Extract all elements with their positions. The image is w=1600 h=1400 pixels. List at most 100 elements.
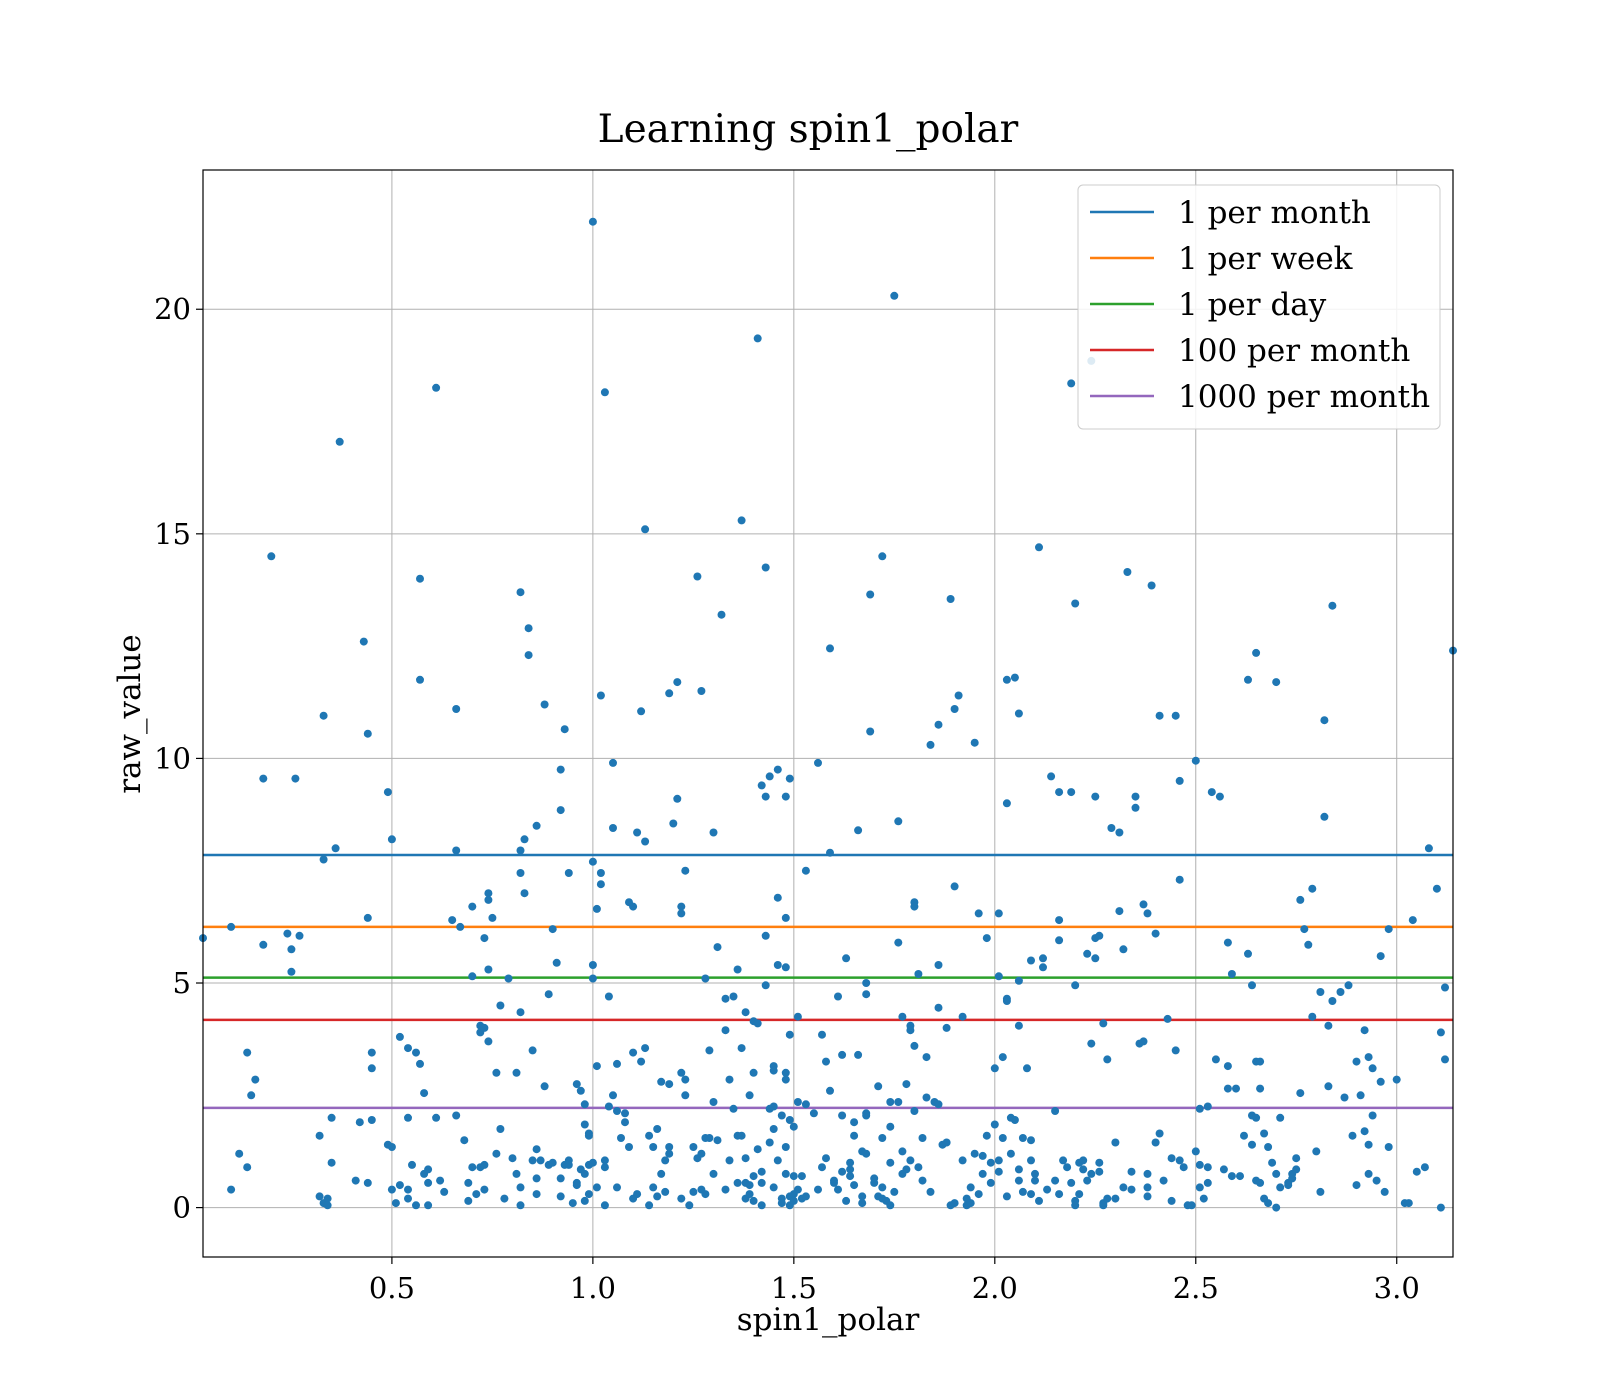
data-point [878,1183,887,1192]
data-point [472,1190,481,1199]
data-point [383,788,392,797]
data-point [243,1163,252,1172]
data-point [1171,711,1180,720]
data-point [697,687,706,695]
data-point [480,1185,489,1194]
data-point [998,1053,1007,1062]
data-point [1368,1064,1377,1073]
data-point [532,821,541,830]
data-point [822,1057,830,1066]
data-point [492,1068,501,1077]
data-point [588,857,597,866]
data-point [319,711,328,720]
data-point [1195,1183,1204,1192]
data-point [484,889,493,898]
data-point [950,1199,959,1208]
data-point [1364,1053,1373,1062]
data-point [1348,1131,1357,1140]
data-point [404,1194,412,1203]
data-point [1441,983,1449,992]
data-point [412,1048,420,1057]
data-point [1292,1165,1301,1174]
data-point [456,922,465,931]
data-point [942,1023,951,1032]
data-point [1441,1055,1449,1064]
data-point [287,945,296,954]
data-point [520,889,529,898]
y-tick-label: 5 [173,966,191,1000]
data-point [906,1156,915,1165]
data-point [826,848,834,857]
data-point [1272,1169,1281,1178]
data-point [335,437,344,446]
data-point [1320,716,1329,725]
data-point [894,938,903,947]
data-point [757,781,766,790]
data-point [838,1167,847,1176]
data-point [480,1160,489,1169]
data-point [910,1107,919,1115]
data-point [387,835,396,844]
data-point [1372,1176,1381,1185]
data-point [757,1178,766,1187]
data-point [1014,1176,1023,1185]
data-point [1312,1147,1321,1156]
data-point [926,740,935,749]
data-point [496,1001,505,1010]
data-point [1392,1075,1401,1084]
data-point [793,1185,802,1194]
data-point [1067,379,1076,388]
data-point [1051,1107,1060,1115]
data-point [1131,792,1140,801]
data-point [1376,1077,1385,1086]
data-point [1240,1131,1248,1140]
data-point [1175,1156,1184,1165]
data-point [1320,812,1329,821]
data-point [251,1075,260,1084]
data-point [1091,954,1100,963]
data-point [464,1196,473,1205]
data-point [749,1068,758,1077]
data-point [588,217,597,226]
data-point [1199,1194,1208,1203]
data-point [548,925,557,934]
data-point [1087,1169,1096,1178]
data-point [862,1149,871,1158]
data-point [528,1046,537,1055]
data-point [452,846,461,855]
data-point [548,1158,557,1167]
data-point [295,931,304,940]
data-point [958,1012,967,1021]
data-point [536,1156,545,1165]
data-point [528,1156,537,1165]
data-point [914,970,923,978]
data-point [576,1086,585,1095]
data-point [315,1192,324,1201]
data-point [1143,1183,1152,1192]
data-point [416,574,424,583]
data-point [1095,931,1104,940]
data-point [801,1192,810,1201]
data-point [488,913,497,922]
data-point [1248,1140,1256,1149]
data-point [890,1187,899,1196]
data-point [1123,568,1132,576]
data-point [1027,1190,1035,1199]
data-point [1002,799,1011,808]
data-point [1296,895,1305,904]
data-point [826,1086,834,1095]
data-point [319,855,328,864]
data-point [846,1165,855,1174]
data-point [609,824,617,832]
data-point [637,707,646,716]
data-point [858,1192,867,1201]
data-point [1340,1093,1349,1102]
data-point [1018,1134,1027,1142]
data-point [227,1185,236,1194]
x-axis-title: spin1_polar [737,1302,920,1338]
data-point [1171,1046,1180,1055]
data-point [1039,954,1047,963]
data-point [1364,1140,1373,1149]
data-point [1223,1062,1232,1071]
data-point [818,1030,826,1039]
